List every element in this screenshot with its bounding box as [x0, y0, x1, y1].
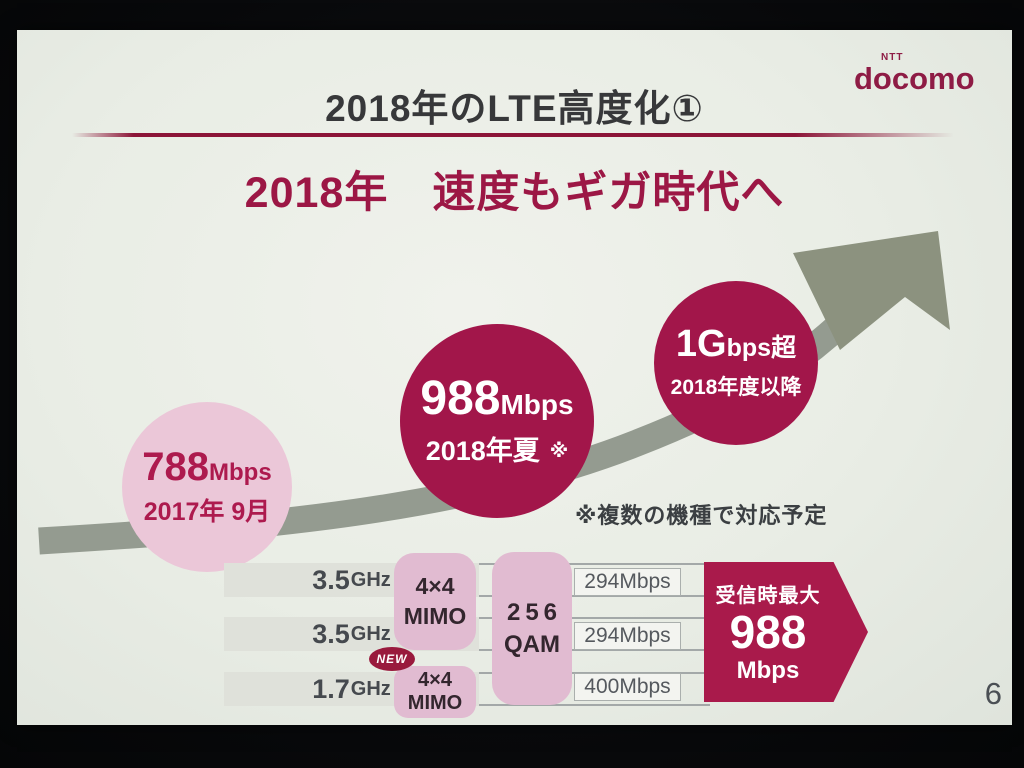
connector-line: [477, 595, 710, 597]
speed-box-2: 294Mbps: [574, 622, 681, 650]
total-unit: Mbps: [736, 656, 800, 684]
growth-arrow-head: [793, 231, 950, 350]
docomo-logo: NTT docomo: [854, 52, 984, 104]
connector-line: [477, 563, 710, 565]
connector-line: [477, 704, 710, 706]
slide-headline: 2018年 速度もギガ時代へ: [244, 169, 785, 217]
milestone-circle-788mbps: 788Mbps 2017年 9月: [122, 402, 292, 572]
total-label: 受信時最大: [715, 585, 821, 608]
speed-box-1: 294Mbps: [574, 568, 681, 596]
footnote-mark: ※: [549, 440, 569, 462]
page-number: 6: [984, 676, 1002, 711]
milestone-speed: 988Mbps: [420, 372, 574, 426]
presentation-slide: 2018年のLTE高度化① NTT docomo 2018年 速度もギガ時代へ …: [17, 30, 1012, 725]
footnote-text: ※複数の機種で対応予定: [575, 503, 828, 528]
milestone-date: 2018年夏 ※: [425, 435, 569, 466]
total-value: 988: [729, 606, 807, 659]
milestone-circle-988mbps: 988Mbps 2018年夏 ※: [400, 324, 594, 518]
milestone-date: 2018年度以降: [670, 375, 802, 399]
mimo-box-1: 4×4 MIMO: [394, 553, 476, 650]
milestone-speed: 788Mbps: [142, 445, 272, 489]
qam-box: 256 QAM: [492, 552, 572, 705]
milestone-date: 2017年 9月: [143, 498, 271, 526]
new-badge: NEW: [369, 647, 415, 671]
slide-title: 2018年のLTE高度化①: [325, 88, 704, 129]
milestone-speed: 1Gbps超: [675, 323, 797, 366]
total-speed-arrow: 受信時最大 988 Mbps: [704, 562, 868, 702]
logo-ntt-text: NTT: [881, 52, 904, 63]
connector-line: [477, 617, 710, 619]
title-underline: [72, 133, 954, 137]
connector-line: [477, 649, 710, 651]
milestone-circle-1gbps: 1Gbps超 2018年度以降: [654, 281, 818, 445]
logo-brand-text: docomo: [854, 61, 975, 96]
mimo-box-2: 4×4 MIMO: [394, 666, 476, 718]
speed-box-3: 400Mbps: [574, 673, 681, 701]
